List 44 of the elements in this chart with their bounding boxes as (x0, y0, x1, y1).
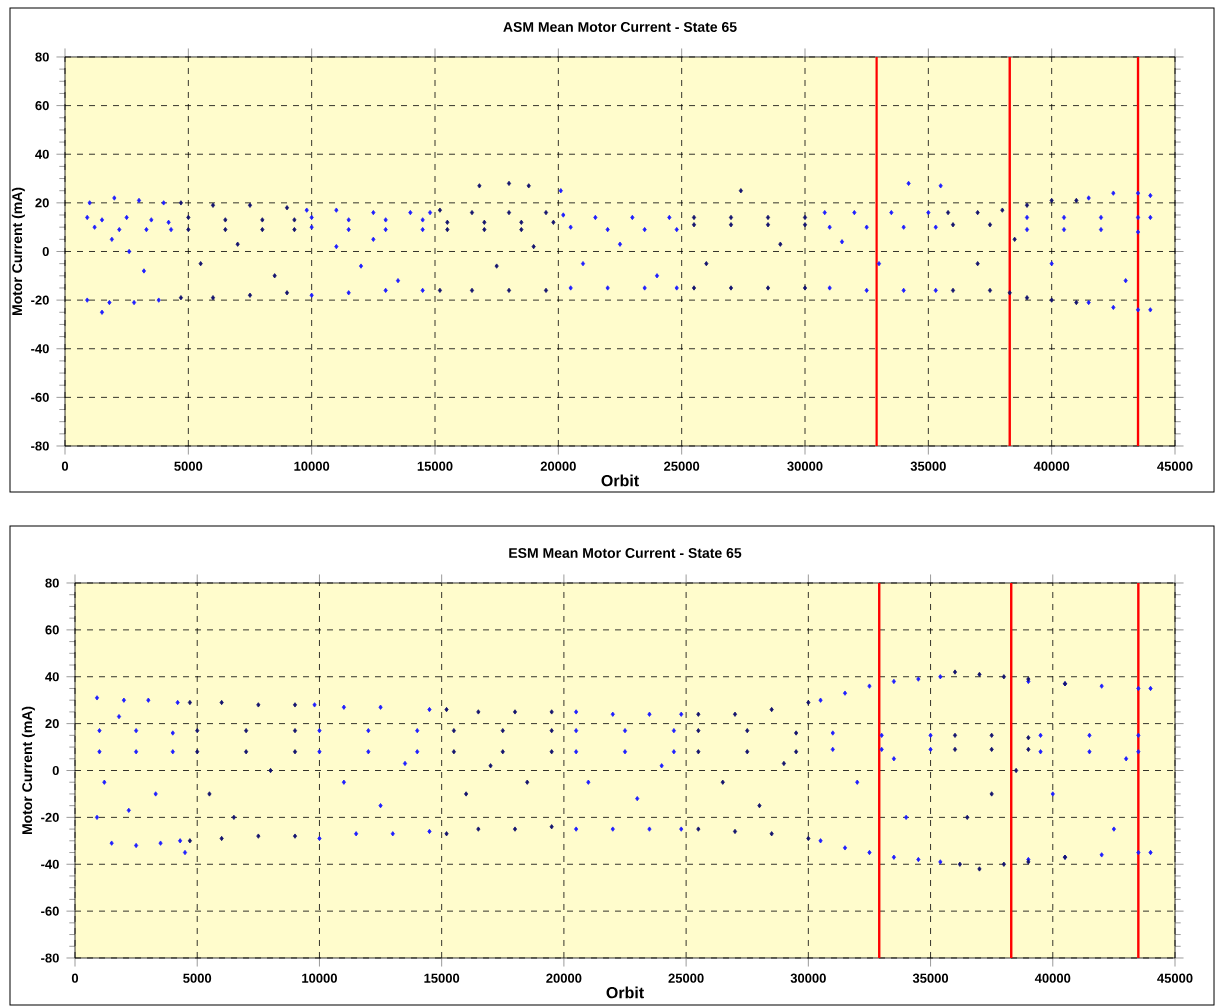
x-tick-label: 45000 (1157, 461, 1193, 471)
x-tick-label: 35000 (910, 461, 946, 471)
y-axis-title: Motor Current (mA) (21, 706, 35, 835)
x-tick-label: 15000 (417, 461, 453, 471)
y-tick-label: 60 (35, 101, 49, 111)
x-tick-label: 40000 (1033, 461, 1070, 471)
chart-title: ESM Mean Motor Current - State 65 (509, 548, 742, 558)
x-tick-label: 5000 (174, 461, 203, 471)
chart-title: ASM Mean Motor Current - State 65 (503, 22, 737, 32)
y-tick-label: -40 (31, 344, 49, 354)
y-tick-label: -40 (41, 859, 59, 869)
y-tick-label: 80 (35, 52, 49, 62)
x-tick-label: 35000 (912, 973, 949, 983)
y-tick-label: 60 (45, 625, 59, 635)
y-tick-label: 40 (35, 149, 49, 159)
y-axis-title: Motor Current (mA) (11, 187, 25, 316)
y-tick-label: 0 (42, 246, 49, 257)
x-tick-label: 15000 (424, 973, 460, 983)
x-tick-label: 20000 (540, 461, 576, 471)
y-tick-label: 80 (45, 578, 59, 588)
y-tick-label: 0 (52, 765, 59, 776)
x-axis-title: Orbit (606, 986, 644, 999)
x-tick-label: 20000 (546, 973, 582, 983)
x-tick-label: 10000 (294, 461, 330, 471)
x-axis-title: Orbit (601, 474, 639, 487)
x-tick-label: 5000 (183, 973, 212, 983)
x-tick-label: 0 (61, 461, 69, 471)
x-tick-label: 30000 (787, 461, 823, 471)
x-tick-label: 25000 (664, 461, 700, 471)
x-tick-label: 0 (71, 973, 79, 983)
x-tick-label: 25000 (668, 973, 704, 983)
y-tick-label: -20 (31, 295, 49, 305)
x-tick-label: 40000 (1034, 973, 1071, 983)
y-tick-label: -80 (41, 953, 59, 963)
y-tick-label: -60 (41, 906, 59, 916)
x-tick-label: 10000 (302, 973, 337, 983)
y-tick-label: 40 (45, 672, 59, 682)
y-tick-label: 20 (45, 719, 59, 729)
y-tick-label: 20 (35, 198, 49, 208)
x-tick-label: 30000 (790, 973, 826, 983)
y-tick-label: -20 (41, 812, 59, 822)
x-tick-label: 45000 (1157, 973, 1193, 983)
y-tick-label: -80 (31, 441, 49, 451)
y-tick-label: -60 (31, 392, 49, 402)
